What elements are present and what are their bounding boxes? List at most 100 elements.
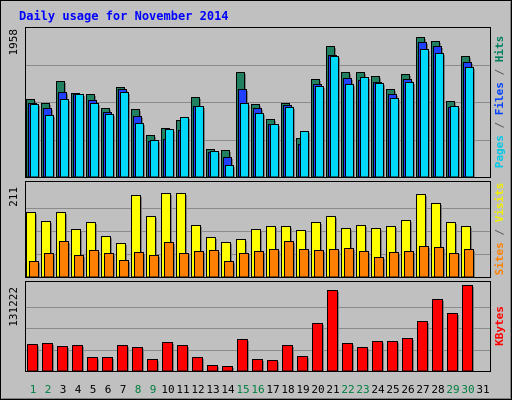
bar-sites-22	[344, 248, 354, 278]
bar-kbytes-1	[27, 344, 38, 372]
x-tick-label-31: 31	[476, 383, 489, 396]
bar-sites-28	[434, 247, 444, 278]
x-tick-label-8: 8	[135, 383, 142, 396]
x-tick-label-4: 4	[75, 383, 82, 396]
bar-kbytes-14	[222, 366, 233, 372]
x-tick-label-13: 13	[206, 383, 219, 396]
bar-sites-19	[299, 249, 309, 278]
x-tick-label-22: 22	[341, 383, 354, 396]
x-tick-label-23: 23	[356, 383, 369, 396]
bar-pages-26	[405, 82, 414, 178]
x-tick-label-19: 19	[296, 383, 309, 396]
bar-kbytes-15	[237, 339, 248, 372]
bar-sites-23	[359, 251, 369, 278]
bar-kbytes-6	[102, 357, 113, 372]
bar-sites-2	[44, 253, 54, 278]
bar-sites-27	[419, 246, 429, 278]
bar-sites-26	[404, 251, 414, 278]
bar-kbytes-10	[162, 342, 173, 372]
x-tick-label-3: 3	[60, 383, 67, 396]
bar-kbytes-27	[417, 321, 428, 372]
x-tick-label-1: 1	[30, 383, 37, 396]
bar-kbytes-17	[267, 360, 278, 372]
legend-part-hits-files-pages-2: Files	[493, 82, 506, 115]
legend-part-hits-files-pages-4: Hits	[493, 36, 506, 63]
x-tick-label-25: 25	[386, 383, 399, 396]
x-tick-label-26: 26	[401, 383, 414, 396]
x-tick-label-24: 24	[371, 383, 385, 396]
bar-sites-14	[224, 261, 234, 278]
bar-kbytes-25	[387, 341, 398, 372]
bar-sites-30	[464, 249, 474, 278]
x-tick-label-7: 7	[120, 383, 127, 396]
bar-sites-18	[284, 241, 294, 278]
bar-sites-15	[239, 253, 249, 278]
bar-kbytes-18	[282, 345, 293, 372]
bar-pages-18	[285, 107, 294, 178]
bar-pages-9	[150, 140, 159, 178]
bar-kbytes-3	[57, 346, 68, 372]
bar-sites-21	[329, 249, 339, 278]
bar-kbytes-16	[252, 359, 263, 372]
x-tick-label-12: 12	[191, 383, 204, 396]
bar-kbytes-19	[297, 356, 308, 372]
bar-pages-7	[120, 92, 129, 178]
x-tick-label-10: 10	[161, 383, 174, 396]
bar-pages-24	[375, 83, 384, 178]
bar-sites-16	[254, 251, 264, 278]
bar-sites-4	[74, 255, 84, 278]
bar-kbytes-9	[147, 359, 158, 372]
bar-kbytes-13	[207, 365, 218, 372]
bar-pages-19	[300, 131, 309, 178]
bar-sites-13	[209, 250, 219, 278]
bar-pages-11	[180, 117, 189, 178]
bar-kbytes-24	[372, 341, 383, 372]
bar-kbytes-21	[327, 290, 338, 372]
bar-pages-20	[315, 86, 324, 178]
legend-visits-sites: Sites / Visits	[493, 183, 506, 276]
bar-kbytes-26	[402, 338, 413, 372]
bar-kbytes-4	[72, 345, 83, 372]
x-tick-label-14: 14	[221, 383, 235, 396]
bar-sites-25	[389, 252, 399, 278]
bar-sites-7	[119, 260, 129, 278]
bar-sites-1	[29, 261, 39, 278]
bar-pages-6	[105, 114, 114, 178]
bar-sites-11	[179, 253, 189, 278]
x-tick-label-16: 16	[251, 383, 264, 396]
bar-sites-3	[59, 241, 69, 278]
x-tick-label-20: 20	[311, 383, 324, 396]
bar-pages-10	[165, 129, 174, 178]
bar-pages-12	[195, 106, 204, 178]
legend-hits-files-pages: Pages / Files / Hits	[493, 36, 506, 169]
bar-kbytes-11	[177, 345, 188, 372]
bar-sites-6	[104, 253, 114, 278]
bar-kbytes-22	[342, 343, 353, 372]
legend-part-hits-files-pages-0: Pages	[493, 135, 506, 168]
bar-pages-14	[225, 165, 234, 178]
x-tick-label-27: 27	[416, 383, 429, 396]
bar-pages-25	[390, 98, 399, 178]
bar-sites-9	[149, 255, 159, 278]
bar-kbytes-28	[432, 299, 443, 372]
bar-sites-24	[374, 257, 384, 278]
x-tick-label-29: 29	[446, 383, 459, 396]
bar-kbytes-20	[312, 323, 323, 372]
bar-pages-5	[90, 103, 99, 178]
bar-pages-27	[420, 49, 429, 178]
bar-pages-4	[75, 94, 84, 178]
bar-pages-17	[270, 124, 279, 178]
x-tick-label-11: 11	[176, 383, 189, 396]
x-tick-label-9: 9	[150, 383, 157, 396]
legend-part-visits-sites-0: Sites	[493, 242, 506, 275]
legend-part-kbytes-0: KBytes	[493, 306, 506, 346]
bar-pages-22	[345, 84, 354, 178]
legend-part-visits-sites-2: Visits	[493, 183, 506, 223]
x-tick-label-17: 17	[266, 383, 279, 396]
legend-part-hits-files-pages-1: /	[493, 115, 506, 135]
legend-kbytes: KBytes	[493, 306, 506, 346]
bar-kbytes-8	[132, 347, 143, 372]
chart-title: Daily usage for November 2014	[19, 9, 229, 23]
